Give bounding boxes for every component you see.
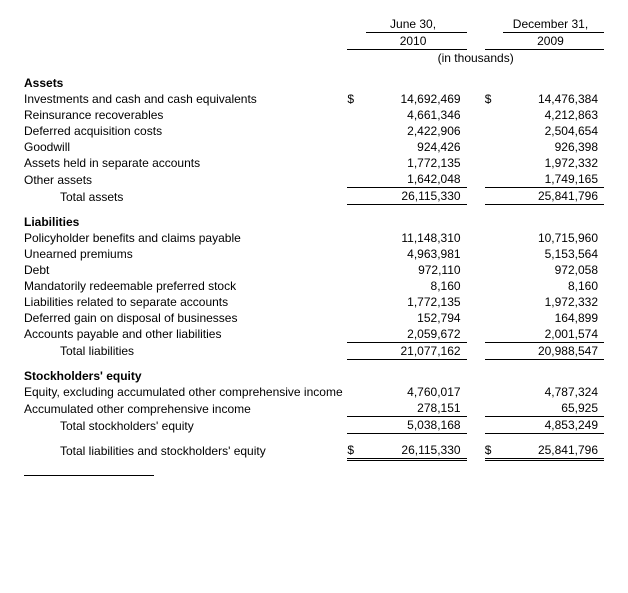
currency-symbol: $ xyxy=(485,442,503,460)
table-row: Investments and cash and cash equivalent… xyxy=(24,91,604,107)
row-label: Policyholder benefits and claims payable xyxy=(24,230,347,246)
row-label: Total stockholders' equity xyxy=(24,417,347,434)
row-value: 924,426 xyxy=(366,139,467,155)
row-label: Unearned premiums xyxy=(24,246,347,262)
row-label: Mandatorily redeemable preferred stock xyxy=(24,278,347,294)
row-value: 972,110 xyxy=(366,262,467,278)
row-label: Reinsurance recoverables xyxy=(24,107,347,123)
row-value: 2,504,654 xyxy=(503,123,604,139)
row-value: 926,398 xyxy=(503,139,604,155)
row-value: 4,212,863 xyxy=(503,107,604,123)
row-value: 4,963,981 xyxy=(366,246,467,262)
col1-year: 2010 xyxy=(366,33,467,50)
table-row: Goodwill 924,426 926,398 xyxy=(24,139,604,155)
row-value: 1,772,135 xyxy=(366,294,467,310)
table-row: Assets held in separate accounts 1,772,1… xyxy=(24,155,604,171)
row-value: 25,841,796 xyxy=(503,442,604,460)
table-row: Debt 972,110 972,058 xyxy=(24,262,604,278)
table-row: Accounts payable and other liabilities 2… xyxy=(24,326,604,343)
row-label: Other assets xyxy=(24,171,347,188)
table-row: Other assets 1,642,048 1,749,165 xyxy=(24,171,604,188)
row-value: 2,422,906 xyxy=(366,123,467,139)
row-label: Goodwill xyxy=(24,139,347,155)
col1-date: June 30, xyxy=(366,16,467,33)
row-value: 5,153,564 xyxy=(503,246,604,262)
row-value: 2,059,672 xyxy=(366,326,467,343)
row-value: 4,760,017 xyxy=(366,384,467,400)
table-row: Liabilities related to separate accounts… xyxy=(24,294,604,310)
row-value: 1,749,165 xyxy=(503,171,604,188)
row-label: Total assets xyxy=(24,188,347,205)
row-label: Accumulated other comprehensive income xyxy=(24,400,347,417)
row-value: 65,925 xyxy=(503,400,604,417)
row-value: 5,038,168 xyxy=(366,417,467,434)
table-row: Deferred gain on disposal of businesses … xyxy=(24,310,604,326)
liabilities-title: Liabilities xyxy=(24,205,347,230)
row-value: 20,988,547 xyxy=(503,342,604,359)
row-value: 4,787,324 xyxy=(503,384,604,400)
row-label: Debt xyxy=(24,262,347,278)
row-value: 2,001,574 xyxy=(503,326,604,343)
table-row: Reinsurance recoverables 4,661,346 4,212… xyxy=(24,107,604,123)
col2-year: 2009 xyxy=(503,33,604,50)
balance-sheet-table: June 30, December 31, 2010 2009 (in thou… xyxy=(24,16,604,461)
table-row: Deferred acquisition costs 2,422,906 2,5… xyxy=(24,123,604,139)
currency-symbol: $ xyxy=(485,91,503,107)
header-row-2: 2010 2009 xyxy=(24,33,604,50)
table-row: Accumulated other comprehensive income 2… xyxy=(24,400,604,417)
row-label: Deferred acquisition costs xyxy=(24,123,347,139)
header-row-1: June 30, December 31, xyxy=(24,16,604,33)
table-row: Total liabilities and stockholders' equi… xyxy=(24,442,604,460)
row-value: 8,160 xyxy=(503,278,604,294)
header-row-units: (in thousands) xyxy=(24,50,604,67)
currency-symbol: $ xyxy=(347,91,365,107)
col2-date: December 31, xyxy=(503,16,604,33)
row-label: Total liabilities xyxy=(24,342,347,359)
row-label: Equity, excluding accumulated other comp… xyxy=(24,384,347,400)
table-row: Total liabilities 21,077,162 20,988,547 xyxy=(24,342,604,359)
equity-title: Stockholders' equity xyxy=(24,359,347,384)
row-value: 972,058 xyxy=(503,262,604,278)
row-value: 164,899 xyxy=(503,310,604,326)
table-row: Equity, excluding accumulated other comp… xyxy=(24,384,604,400)
footnote-separator xyxy=(24,475,154,476)
assets-title: Assets xyxy=(24,66,347,91)
row-value: 1,772,135 xyxy=(366,155,467,171)
row-label: Liabilities related to separate accounts xyxy=(24,294,347,310)
row-value: 4,853,249 xyxy=(503,417,604,434)
table-row: Policyholder benefits and claims payable… xyxy=(24,230,604,246)
table-row: Assets xyxy=(24,66,604,91)
table-row: Total assets 26,115,330 25,841,796 xyxy=(24,188,604,205)
row-value: 8,160 xyxy=(366,278,467,294)
units-label: (in thousands) xyxy=(347,50,604,67)
row-label: Assets held in separate accounts xyxy=(24,155,347,171)
row-label: Total liabilities and stockholders' equi… xyxy=(24,442,347,460)
row-value: 10,715,960 xyxy=(503,230,604,246)
row-value: 14,476,384 xyxy=(503,91,604,107)
row-value: 14,692,469 xyxy=(366,91,467,107)
currency-symbol: $ xyxy=(347,442,365,460)
spacer xyxy=(24,434,604,442)
table-row: Unearned premiums 4,963,981 5,153,564 xyxy=(24,246,604,262)
row-value: 1,642,048 xyxy=(366,171,467,188)
row-value: 278,151 xyxy=(366,400,467,417)
table-row: Total stockholders' equity 5,038,168 4,8… xyxy=(24,417,604,434)
row-label: Accounts payable and other liabilities xyxy=(24,326,347,343)
row-label: Deferred gain on disposal of businesses xyxy=(24,310,347,326)
row-value: 25,841,796 xyxy=(503,188,604,205)
row-value: 26,115,330 xyxy=(366,188,467,205)
row-value: 152,794 xyxy=(366,310,467,326)
row-value: 1,972,332 xyxy=(503,294,604,310)
row-value: 21,077,162 xyxy=(366,342,467,359)
row-label: Investments and cash and cash equivalent… xyxy=(24,91,347,107)
table-row: Stockholders' equity xyxy=(24,359,604,384)
row-value: 26,115,330 xyxy=(366,442,467,460)
row-value: 4,661,346 xyxy=(366,107,467,123)
row-value: 11,148,310 xyxy=(366,230,467,246)
table-row: Mandatorily redeemable preferred stock 8… xyxy=(24,278,604,294)
table-row: Liabilities xyxy=(24,205,604,230)
row-value: 1,972,332 xyxy=(503,155,604,171)
